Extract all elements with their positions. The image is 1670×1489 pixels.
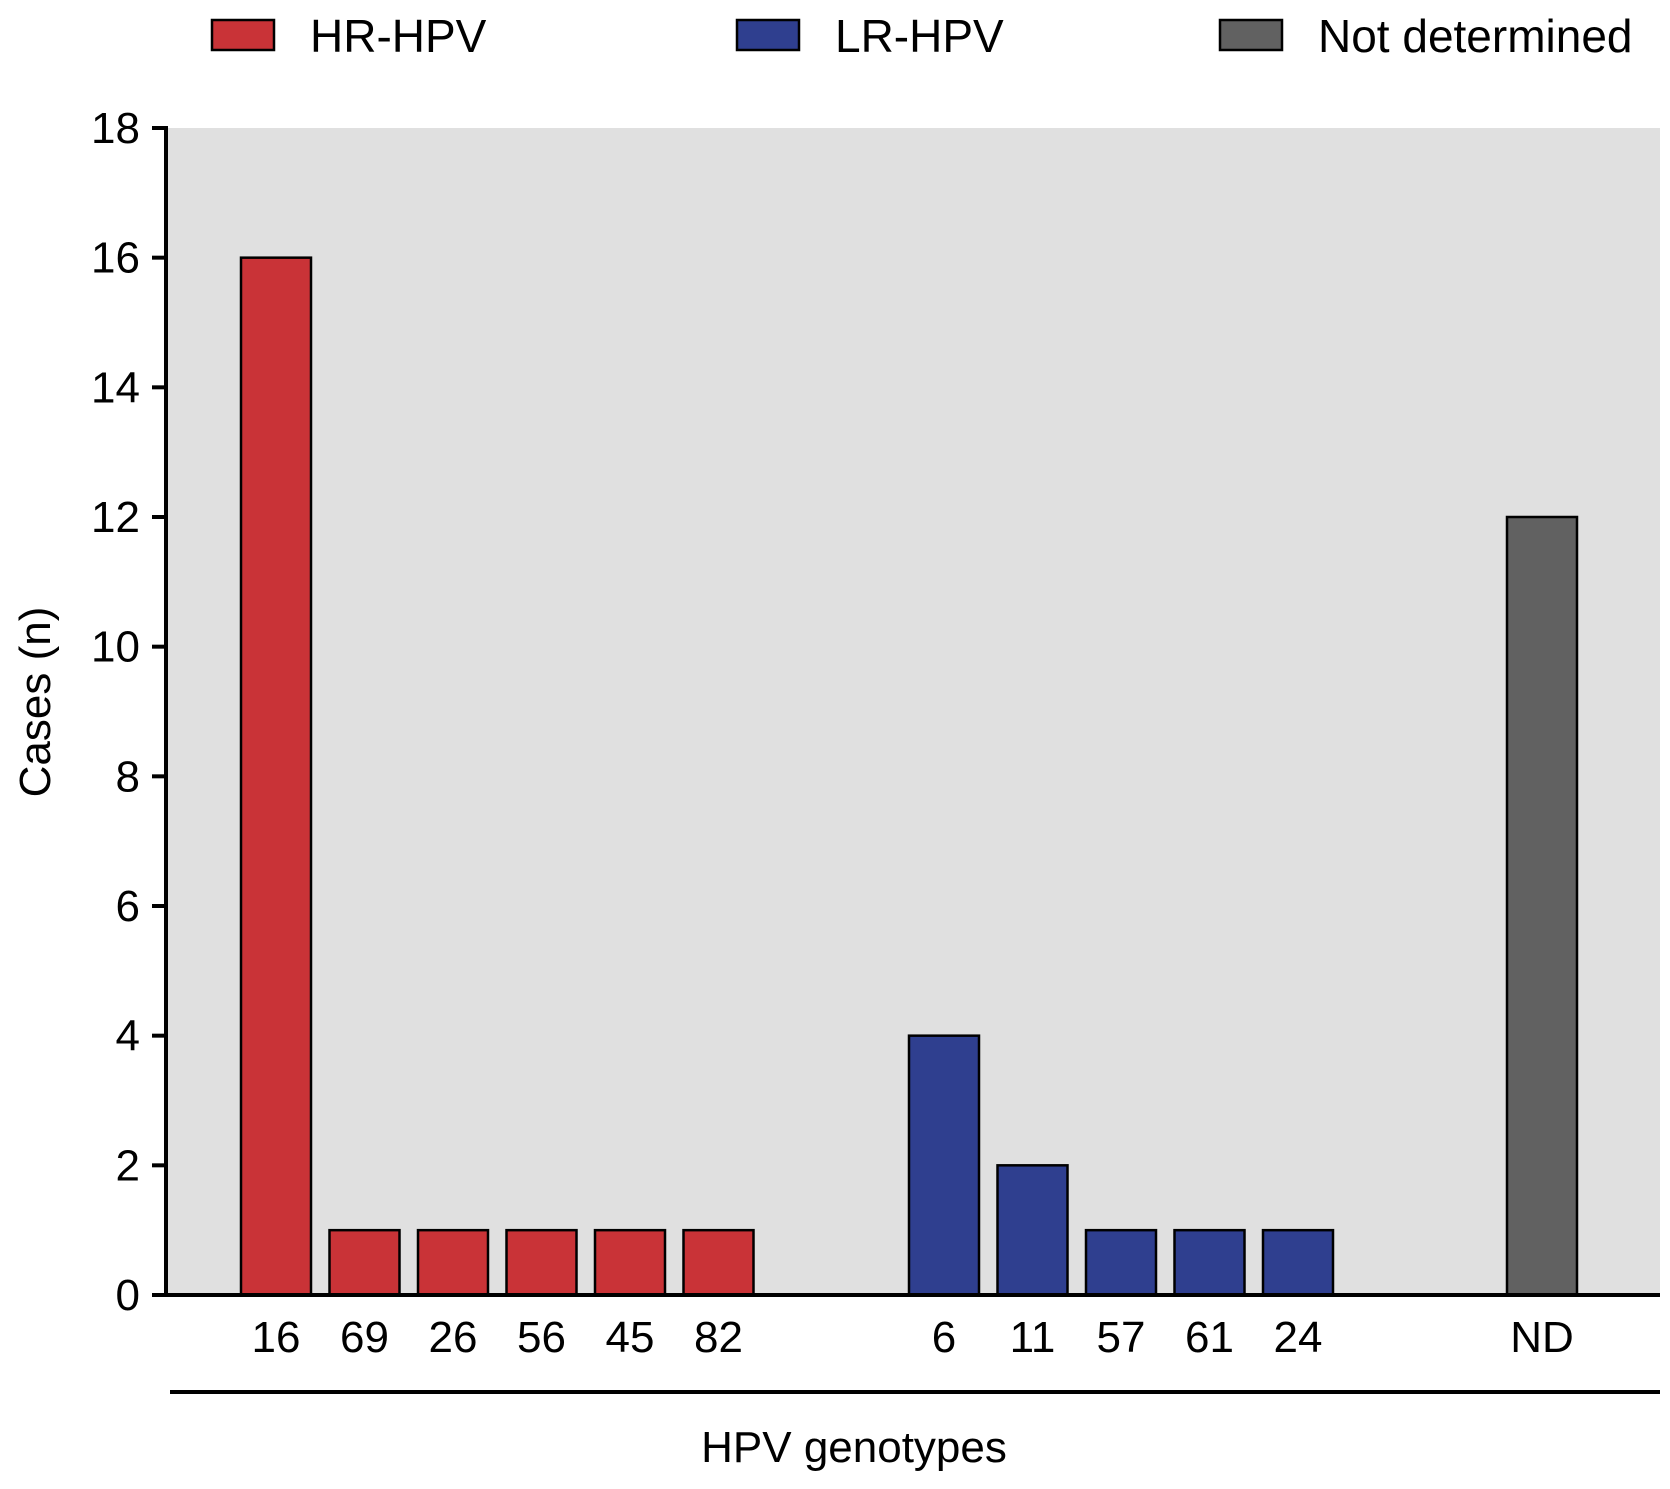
legend: HR-HPV LR-HPV Not determined bbox=[210, 10, 1633, 62]
legend-swatch-hr-hpv bbox=[210, 18, 276, 52]
y-axis-title: Cases (n) bbox=[11, 607, 60, 798]
x-axis: 16 69 26 56 45 82 6 11 57 61 24 ND bbox=[164, 1293, 1660, 1362]
y-tick-label-12: 12 bbox=[91, 493, 140, 542]
x-axis-title: HPV genotypes bbox=[701, 1423, 1007, 1472]
x-tick-label-ND: ND bbox=[1510, 1313, 1574, 1362]
x-tick-label-16: 16 bbox=[252, 1313, 301, 1362]
x-tick-label-11: 11 bbox=[1010, 1313, 1056, 1362]
legend-swatch-not-determined bbox=[1218, 18, 1284, 52]
y-tick-label-10: 10 bbox=[91, 623, 140, 672]
legend-swatch-lr-hpv bbox=[735, 18, 801, 52]
x-tick-label-45: 45 bbox=[606, 1313, 655, 1362]
bar-11 bbox=[996, 1164, 1069, 1297]
y-tick-label-4: 4 bbox=[116, 1012, 140, 1061]
x-tick-label-69: 69 bbox=[340, 1313, 389, 1362]
y-tick-label-8: 8 bbox=[116, 752, 140, 801]
legend-label-not-determined: Not determined bbox=[1318, 10, 1633, 62]
bar-61 bbox=[1173, 1228, 1246, 1297]
y-axis: 0 2 4 6 8 10 12 14 16 18 bbox=[91, 104, 168, 1320]
y-tick-label-2: 2 bbox=[116, 1141, 140, 1190]
y-tick-label-14: 14 bbox=[91, 363, 140, 412]
bar-24 bbox=[1261, 1228, 1335, 1297]
x-tick-label-24: 24 bbox=[1274, 1313, 1323, 1362]
bar-56 bbox=[505, 1228, 578, 1297]
y-tick-label-6: 6 bbox=[116, 882, 140, 931]
bar-45 bbox=[593, 1228, 667, 1297]
x-tick-label-82: 82 bbox=[694, 1313, 743, 1362]
bar-6 bbox=[907, 1034, 981, 1297]
y-tick-label-18: 18 bbox=[91, 104, 140, 153]
x-tick-label-6: 6 bbox=[932, 1313, 956, 1362]
legend-label-hr-hpv: HR-HPV bbox=[310, 10, 487, 62]
bar-82 bbox=[682, 1228, 755, 1297]
x-tick-label-61: 61 bbox=[1185, 1313, 1234, 1362]
bar-57 bbox=[1084, 1228, 1158, 1297]
y-tick-label-0: 0 bbox=[116, 1271, 140, 1320]
x-tick-label-57: 57 bbox=[1097, 1313, 1146, 1362]
x-tick-label-26: 26 bbox=[429, 1313, 478, 1362]
bar-16 bbox=[239, 256, 313, 1297]
legend-label-lr-hpv: LR-HPV bbox=[835, 10, 1004, 62]
bar-69 bbox=[328, 1228, 401, 1297]
bar-26 bbox=[416, 1228, 490, 1297]
y-tick-label-16: 16 bbox=[91, 234, 140, 283]
bars bbox=[239, 256, 1579, 1297]
x-tick-label-56: 56 bbox=[517, 1313, 566, 1362]
bar-ND bbox=[1505, 515, 1579, 1297]
